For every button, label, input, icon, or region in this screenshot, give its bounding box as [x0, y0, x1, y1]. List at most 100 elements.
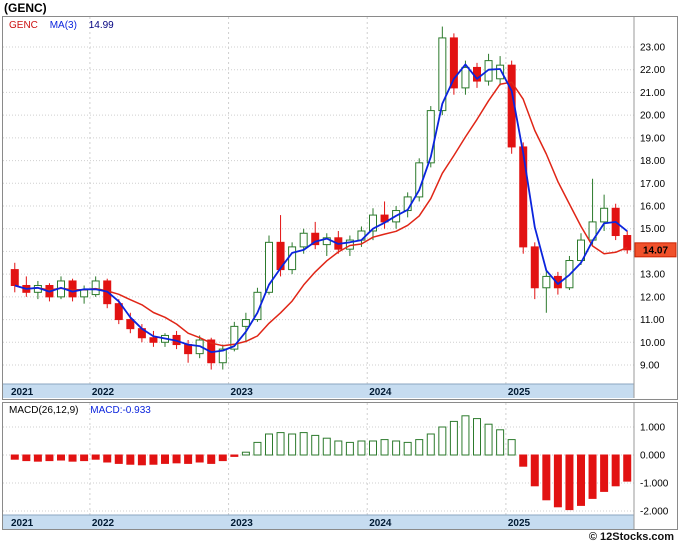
macd-panel: 2021 2022 2023 2024 2025 1.000 0.000 -1.000 -2.0… [2, 402, 678, 530]
macd-bar-negative [126, 454, 135, 465]
macd-bar-positive [484, 423, 493, 456]
macd-bar-positive [473, 418, 481, 456]
legend-ma-value: 14.99 [88, 20, 114, 31]
macd-bar-positive [299, 432, 308, 456]
macd-x-axis-band [3, 515, 634, 529]
macd-bar-negative [530, 454, 539, 487]
candle-up [265, 241, 273, 293]
macd-bar-positive [241, 451, 250, 456]
macd-bar-negative [68, 454, 77, 462]
macd-bar-positive [496, 429, 505, 456]
price-chart-panel: 2021 2022 2023 2024 2025 23.00 22.00 21.00 20.00… [2, 16, 678, 400]
macd-bar-positive [345, 441, 354, 456]
price-axis-label: 20.00 [640, 111, 665, 122]
candle-up [218, 348, 227, 364]
last-price-label: 14.07 [643, 245, 668, 256]
candle-down [114, 303, 123, 321]
macd-bar-negative [80, 454, 89, 462]
macd-axis-label: 1.000 [640, 423, 665, 434]
macd-bar-negative [519, 454, 528, 467]
macd-bar-negative [22, 454, 31, 462]
macd-bar-negative [33, 454, 42, 462]
price-legend: GENC MA(3) 14.99 [9, 20, 123, 31]
candle-down [530, 246, 539, 289]
year-label: 2025 [508, 387, 531, 398]
year-label: 2024 [369, 518, 392, 529]
candle-down [311, 232, 320, 246]
price-axis-label: 13.00 [640, 270, 665, 281]
legend-ma-label: MA(3) [49, 20, 77, 31]
macd-bar-positive [253, 441, 262, 456]
price-axis-label: 17.00 [640, 179, 665, 190]
macd-bar-negative [577, 454, 585, 506]
price-axis-label: 18.00 [640, 156, 665, 167]
candle-down [519, 146, 528, 248]
candle-down [149, 337, 158, 343]
macd-bar-positive [380, 439, 389, 456]
candle-down [184, 344, 193, 355]
last-price-box [634, 242, 677, 258]
page-title: (GENC) [4, 1, 47, 15]
ma-line-GENC-trend [14, 81, 628, 347]
macd-bar-positive [322, 437, 331, 456]
macd-bar-negative [91, 454, 100, 460]
macd-bar-negative [600, 454, 609, 492]
candle-up [461, 66, 470, 89]
price-axis-label: 23.00 [640, 43, 665, 54]
year-label: 2023 [231, 387, 254, 398]
macd-bar-positive [357, 440, 366, 456]
macd-bar-negative [553, 454, 562, 508]
year-label: 2025 [508, 518, 531, 529]
macd-bar-positive [403, 441, 412, 456]
price-chart-svg: 2021 2022 2023 2024 2025 23.00 22.00 21.00 20.00… [3, 17, 677, 398]
macd-axis-label: 0.000 [640, 451, 665, 462]
macd-bar-negative [45, 454, 54, 462]
price-axis-label: 21.00 [640, 88, 665, 99]
ma-line-MA(3) [14, 63, 628, 354]
macd-bar-positive [426, 433, 435, 456]
price-axis-label: 12.00 [640, 292, 665, 303]
price-grid [3, 17, 634, 384]
year-label: 2022 [92, 387, 115, 398]
macd-bar-positive [265, 433, 273, 456]
macd-bar-positive [369, 440, 377, 456]
price-axis-label: 15.00 [640, 224, 665, 235]
macd-bar-negative [57, 454, 65, 461]
candle-up [241, 319, 250, 327]
macd-bar-positive [276, 432, 285, 456]
macd-bar-negative [10, 454, 19, 460]
macd-value-label: MACD:-0.933 [90, 405, 151, 416]
year-label: 2021 [11, 387, 34, 398]
candle-up [496, 64, 505, 80]
macd-bar-negative [230, 454, 239, 457]
year-label: 2021 [11, 518, 34, 529]
macd-axis-label: -1.000 [640, 479, 669, 490]
macd-params-label: MACD(26,12,9) [9, 405, 79, 416]
macd-bar-negative [195, 454, 204, 463]
macd-bar-negative [103, 454, 112, 463]
year-label: 2022 [92, 518, 115, 529]
candle-up [600, 207, 609, 223]
macd-bar-positive [461, 415, 470, 456]
candle-down [449, 37, 458, 89]
candle-down [10, 269, 19, 286]
copyright-link[interactable]: © 12Stocks.com [588, 531, 674, 543]
candle-up [438, 37, 447, 112]
macd-bar-positive [392, 440, 401, 456]
year-label: 2024 [369, 387, 392, 398]
macd-bar-positive [438, 426, 447, 456]
macd-bar-positive [507, 439, 516, 456]
price-axis-label: 11.00 [640, 315, 665, 326]
candle-down [126, 319, 135, 330]
macd-bar-positive [415, 439, 424, 456]
macd-bar-negative [149, 454, 158, 465]
macd-bar-positive [334, 440, 343, 456]
candle-up [299, 232, 308, 248]
macd-bar-negative [184, 454, 193, 464]
macd-bar-negative [611, 454, 620, 487]
macd-bar-negative [207, 454, 216, 464]
candles-layer [10, 26, 632, 370]
price-axis-label: 19.00 [640, 133, 665, 144]
candle-down [623, 235, 632, 251]
